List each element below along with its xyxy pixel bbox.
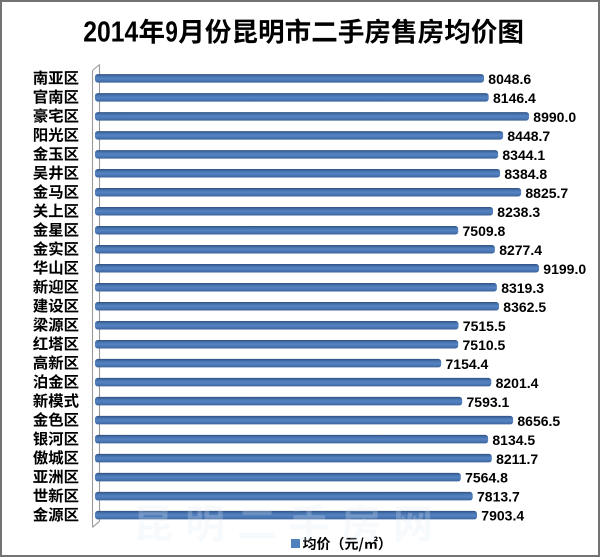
svg-text:8201.4: 8201.4 — [496, 375, 539, 391]
svg-text:8448.7: 8448.7 — [507, 128, 550, 144]
svg-text:8048.6: 8048.6 — [488, 71, 531, 87]
svg-text:2014: 2014 — [83, 16, 138, 48]
svg-text:8990.0: 8990.0 — [533, 109, 576, 125]
svg-text:8146.4: 8146.4 — [493, 90, 536, 106]
svg-text:7515.5: 7515.5 — [463, 318, 506, 334]
svg-text:7903.4: 7903.4 — [481, 508, 524, 524]
svg-text:8344.1: 8344.1 — [502, 147, 545, 163]
svg-text:8238.3: 8238.3 — [497, 204, 540, 220]
svg-text:7593.1: 7593.1 — [467, 394, 510, 410]
svg-text:8211.7: 8211.7 — [496, 451, 538, 467]
svg-text:8362.5: 8362.5 — [503, 299, 546, 315]
svg-text:8656.5: 8656.5 — [517, 413, 560, 429]
svg-text:8134.5: 8134.5 — [492, 432, 535, 448]
svg-text:8384.8: 8384.8 — [504, 166, 547, 182]
svg-text:8319.3: 8319.3 — [501, 280, 544, 296]
svg-text:7510.5: 7510.5 — [463, 337, 506, 353]
svg-text:7813.7: 7813.7 — [477, 489, 520, 505]
svg-text:8277.4: 8277.4 — [499, 242, 542, 258]
svg-text:7509.8: 7509.8 — [463, 223, 506, 239]
svg-text:7564.8: 7564.8 — [465, 470, 508, 486]
svg-text:8825.7: 8825.7 — [525, 185, 568, 201]
svg-text:7154.4: 7154.4 — [446, 356, 489, 372]
svg-text:9199.0: 9199.0 — [543, 261, 586, 277]
svg-text:9: 9 — [165, 16, 178, 48]
